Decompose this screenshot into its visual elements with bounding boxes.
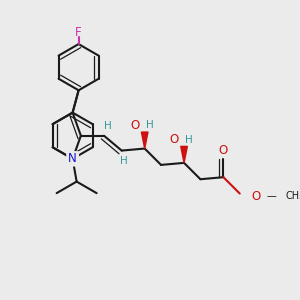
Polygon shape [141, 132, 148, 148]
Text: CH₃: CH₃ [285, 191, 300, 201]
Polygon shape [181, 146, 188, 163]
Text: —: — [266, 191, 276, 201]
Text: N: N [68, 152, 78, 165]
Text: O: O [130, 119, 140, 132]
Text: F: F [75, 26, 82, 39]
Text: H: H [104, 121, 112, 131]
Text: O: O [251, 190, 261, 202]
Text: H: H [120, 156, 128, 166]
Text: H: H [185, 135, 193, 145]
Text: H: H [146, 121, 154, 130]
Text: O: O [219, 144, 228, 157]
Text: N: N [68, 152, 77, 165]
Text: O: O [169, 133, 179, 146]
